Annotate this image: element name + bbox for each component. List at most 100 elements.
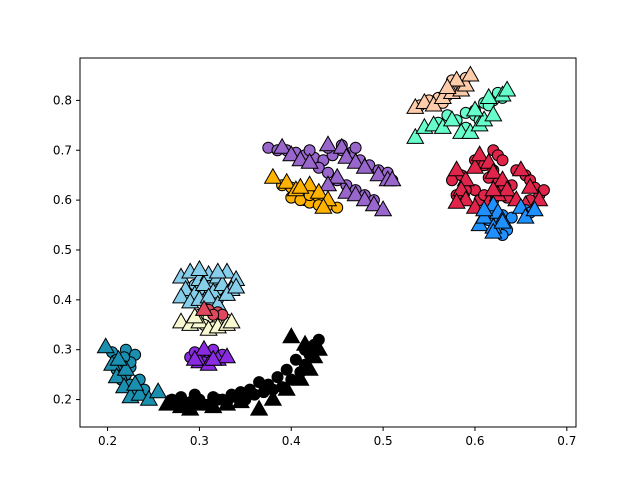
- triangle-point: [497, 180, 517, 197]
- y-axis: 0.2 0.3 0.4 0.5 0.6 0.7 0.8: [53, 93, 80, 407]
- triangle-point: [277, 379, 296, 396]
- triangle-point: [337, 147, 356, 164]
- x-tick-label: 0.6: [465, 434, 484, 448]
- triangle-point: [470, 145, 489, 162]
- series-5: [184, 339, 237, 371]
- triangle-point: [309, 339, 328, 356]
- triangle-point: [295, 334, 315, 351]
- series-8: [406, 65, 480, 114]
- triangle-point: [309, 182, 328, 199]
- triangle-point: [484, 105, 503, 122]
- triangle-point: [109, 349, 128, 366]
- series-4: [194, 299, 229, 321]
- series-7: [263, 167, 344, 214]
- triangle-point: [148, 382, 168, 399]
- triangle-point: [231, 392, 250, 409]
- triangle-point: [291, 177, 310, 194]
- triangle-point: [300, 152, 319, 169]
- triangle-point: [190, 259, 209, 276]
- triangle-point: [406, 127, 425, 144]
- triangle-point: [364, 195, 384, 212]
- circle-point: [349, 141, 362, 154]
- triangle-point: [465, 157, 485, 174]
- y-tick-label: 0.8: [53, 93, 72, 107]
- triangle-point: [369, 165, 388, 182]
- series-11: [470, 195, 544, 241]
- triangle-point: [383, 170, 402, 187]
- triangle-point: [263, 167, 283, 184]
- triangle-point: [461, 65, 480, 82]
- triangle-point: [475, 200, 494, 217]
- triangle-point: [479, 87, 498, 104]
- y-tick-label: 0.5: [53, 243, 72, 257]
- triangle-point: [249, 399, 269, 416]
- triangle-point: [185, 349, 204, 366]
- triangle-point: [185, 389, 204, 406]
- triangle-point: [447, 70, 466, 87]
- x-tick-label: 0.7: [557, 434, 576, 448]
- y-tick-label: 0.4: [53, 293, 72, 307]
- triangle-point: [355, 190, 374, 207]
- triangle-point: [199, 287, 218, 304]
- plot-area: [96, 65, 550, 416]
- circle-point: [496, 154, 509, 167]
- triangle-point: [346, 152, 365, 169]
- triangle-point: [272, 137, 292, 154]
- circle-point: [289, 353, 302, 366]
- triangle-point: [194, 339, 214, 356]
- triangle-point: [484, 162, 503, 179]
- triangle-point: [493, 212, 512, 229]
- triangle-point: [194, 274, 214, 291]
- triangle-point: [525, 200, 544, 217]
- circle-point: [280, 363, 293, 376]
- triangle-point: [291, 369, 310, 386]
- triangle-point: [346, 185, 365, 202]
- triangle-point: [96, 337, 115, 354]
- triangle-point: [204, 349, 223, 366]
- triangle-point: [300, 359, 319, 376]
- series-6: [262, 135, 402, 217]
- x-axis: 0.2 0.3 0.4 0.5 0.6 0.7: [98, 427, 576, 448]
- triangle-point: [447, 160, 466, 177]
- triangle-point: [328, 167, 347, 184]
- triangle-point: [263, 389, 283, 406]
- triangle-point: [125, 374, 145, 391]
- x-tick-label: 0.3: [190, 434, 209, 448]
- triangle-point: [438, 77, 457, 94]
- x-tick-label: 0.2: [98, 434, 117, 448]
- series-3: [171, 307, 241, 336]
- triangle-point: [511, 160, 531, 177]
- y-tick-label: 0.6: [53, 193, 72, 207]
- axes-frame: [79, 57, 577, 428]
- x-tick-label: 0.5: [374, 434, 393, 448]
- series-9: [406, 80, 517, 144]
- series-1: [158, 327, 328, 416]
- triangle-point: [130, 384, 149, 401]
- circle-point: [537, 184, 550, 197]
- triangle-point: [194, 299, 214, 316]
- triangle-point: [171, 287, 191, 304]
- triangle-point: [373, 200, 393, 217]
- triangle-point: [520, 177, 540, 194]
- triangle-point: [484, 222, 503, 239]
- triangle-point: [282, 327, 301, 344]
- triangle-point: [217, 347, 237, 364]
- circle-point: [225, 388, 238, 401]
- triangle-point: [318, 135, 338, 152]
- triangle-point: [465, 100, 485, 117]
- y-tick-label: 0.3: [53, 343, 72, 357]
- triangle-point: [447, 192, 466, 209]
- triangle-point: [116, 359, 136, 376]
- circle-point: [271, 371, 284, 384]
- triangle-point: [282, 145, 301, 162]
- triangle-point: [158, 394, 177, 411]
- triangle-point: [227, 277, 246, 294]
- triangle-point: [222, 312, 241, 329]
- series-0: [96, 337, 168, 406]
- triangle-point: [217, 394, 237, 411]
- y-tick-label: 0.2: [53, 393, 72, 407]
- y-tick-label: 0.7: [53, 143, 72, 157]
